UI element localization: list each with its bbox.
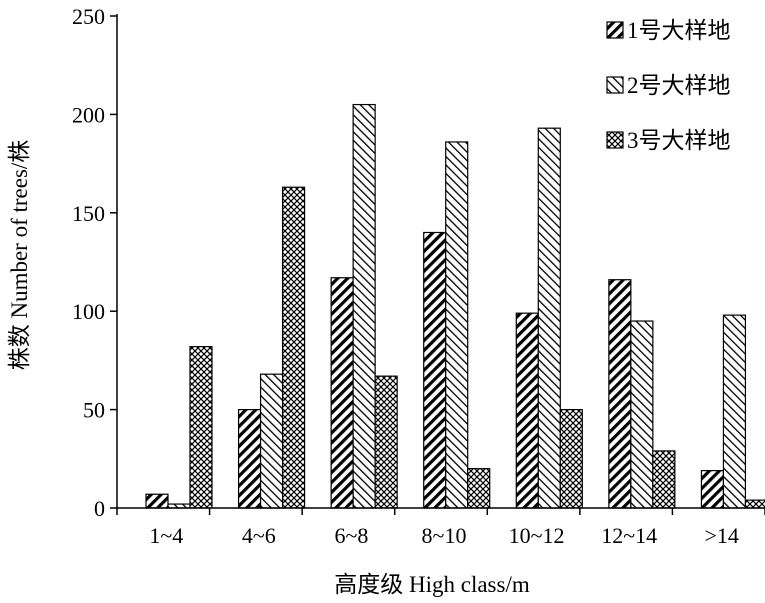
bar-series1-4 bbox=[515, 312, 539, 509]
y-tick-label-4: 200 bbox=[72, 102, 105, 127]
x-axis-label: 高度级 High class/m bbox=[334, 572, 530, 597]
bar-series1-1 bbox=[237, 409, 262, 509]
bar-series2-5 bbox=[630, 320, 654, 509]
bar-series2-3 bbox=[445, 141, 469, 509]
y-tick-label-0: 0 bbox=[94, 496, 105, 521]
legend-label-3: 3号大样地 bbox=[627, 128, 731, 153]
bar-series3-5 bbox=[652, 450, 676, 509]
legend-swatch-1 bbox=[606, 21, 624, 39]
y-axis-label: 株数 Number of trees/株 bbox=[7, 140, 32, 371]
bar-series2-1 bbox=[259, 373, 284, 509]
legend-label-1: 1号大样地 bbox=[627, 18, 731, 43]
legend-swatch-3 bbox=[606, 131, 624, 149]
y-tick-label-5: 250 bbox=[72, 4, 105, 29]
y-tick-label-2: 100 bbox=[72, 299, 105, 324]
bar-series3-0 bbox=[189, 346, 213, 509]
bar-series3-6 bbox=[744, 499, 765, 509]
bar-series3-2 bbox=[374, 375, 398, 509]
bar-series1-2 bbox=[330, 277, 354, 509]
bar-series3-4 bbox=[559, 409, 583, 509]
x-tick-label-5: 12~14 bbox=[601, 523, 657, 548]
bar-series1-5 bbox=[608, 279, 632, 509]
y-tick-label-1: 50 bbox=[83, 398, 105, 423]
bar-series2-4 bbox=[537, 127, 561, 509]
x-tick-label-0: 1~4 bbox=[149, 523, 183, 548]
legend-swatch-2 bbox=[606, 76, 624, 94]
x-tick-label-1: 4~6 bbox=[242, 523, 276, 548]
bar-series1-6 bbox=[700, 470, 725, 509]
x-tick-label-2: 6~8 bbox=[334, 523, 368, 548]
legend: 1号大样地 2号大样地 3号大样地 bbox=[606, 18, 731, 153]
x-tick-label-3: 8~10 bbox=[422, 523, 467, 548]
axes-layer: 0 50 100 150 200 250 1~4 4~6 6~8 8~10 10~12 12~14 >1… bbox=[72, 4, 765, 548]
bar-series2-2 bbox=[352, 103, 376, 509]
bar-series1-0 bbox=[145, 493, 169, 509]
bar-series3-3 bbox=[467, 468, 491, 509]
x-tick-label-6: >14 bbox=[705, 523, 739, 548]
y-tick-label-3: 150 bbox=[72, 201, 105, 226]
legend-label-2: 2号大样地 bbox=[627, 73, 731, 98]
bar-series2-6 bbox=[722, 314, 747, 509]
bar-series3-1 bbox=[281, 186, 306, 509]
bars-layer bbox=[145, 103, 765, 509]
bar-series1-3 bbox=[423, 231, 447, 509]
x-tick-label-4: 10~12 bbox=[509, 523, 565, 548]
